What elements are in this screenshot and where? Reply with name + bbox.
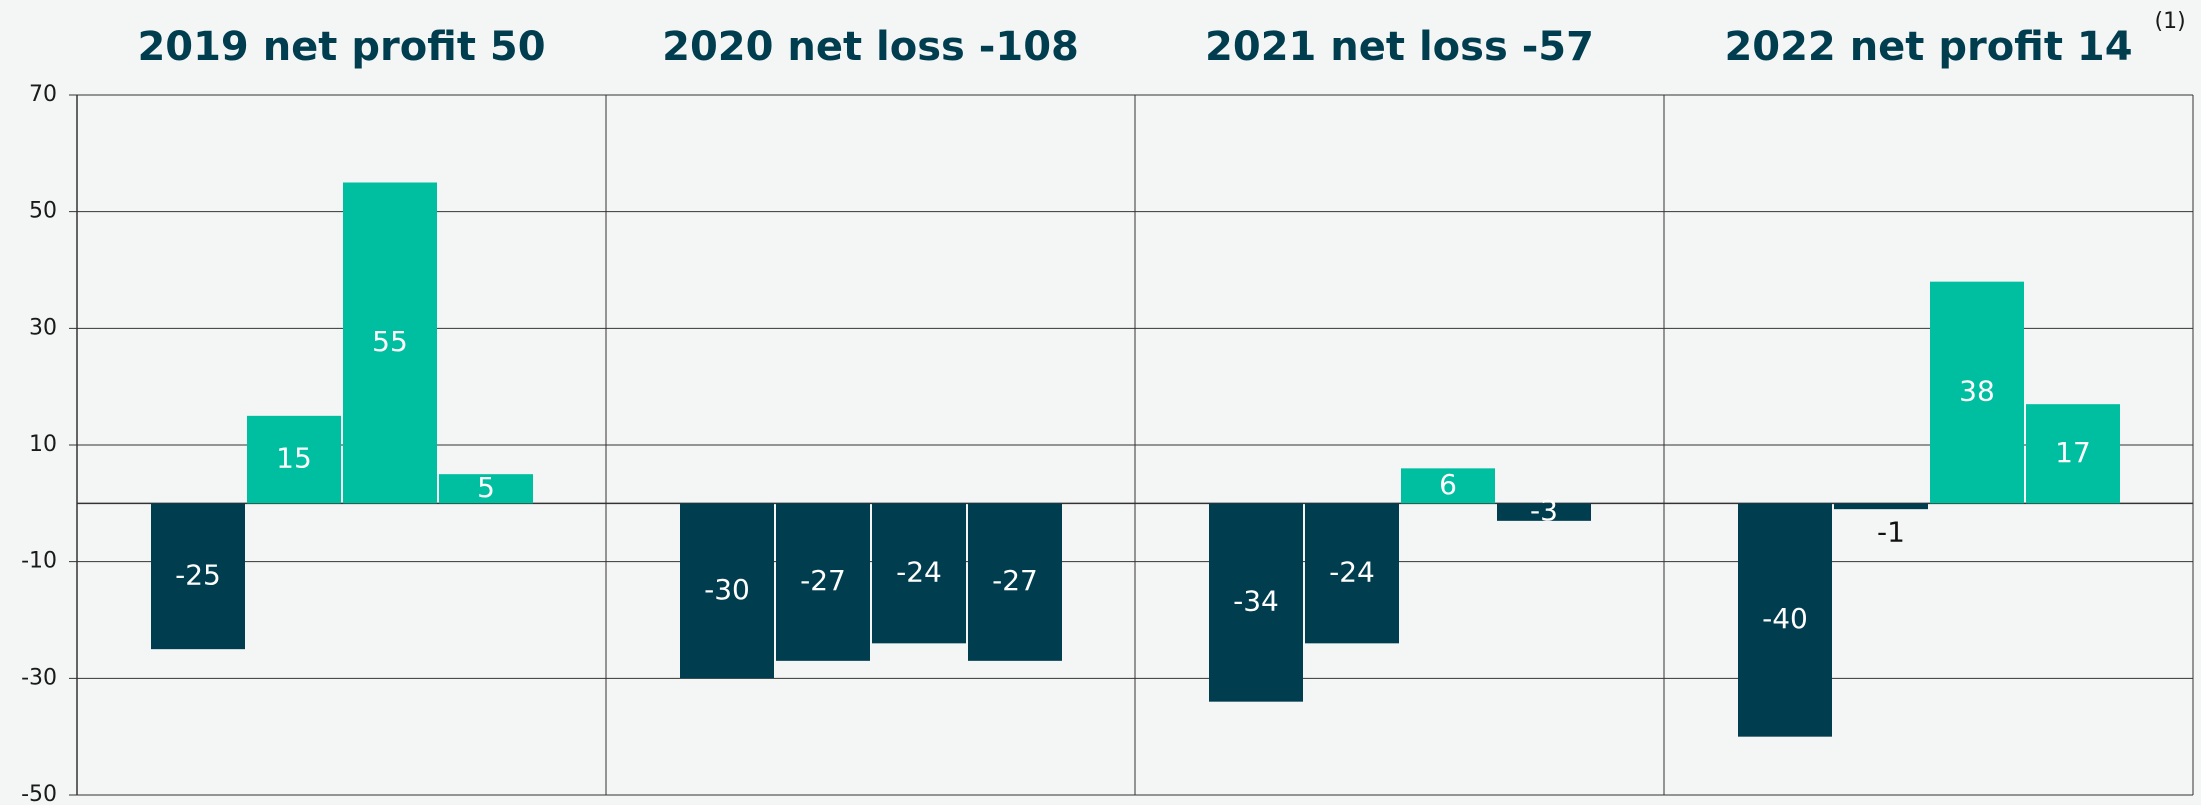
data-label: -3: [1530, 494, 1558, 527]
data-label: 15: [276, 442, 312, 475]
bar: [247, 415, 341, 504]
y-tick-label: 10: [29, 432, 57, 457]
bar: [151, 503, 245, 650]
bar: [343, 182, 437, 504]
bar: [1401, 468, 1495, 504]
data-label: -27: [992, 564, 1038, 597]
data-label: -25: [175, 558, 221, 591]
bar: [680, 503, 774, 679]
data-label: 6: [1439, 468, 1457, 501]
data-label: 55: [372, 325, 408, 358]
panel-title: 2020 net loss -108: [662, 24, 1079, 70]
data-label: 17: [2055, 436, 2091, 469]
bar: [1930, 281, 2024, 504]
y-tick-label: 70: [29, 82, 57, 107]
footnote-marker: (1): [2155, 9, 2186, 34]
bar: [439, 474, 533, 504]
bar: [776, 503, 870, 661]
data-label: -34: [1233, 585, 1279, 618]
bar: [1834, 503, 1928, 510]
panel-title: 2022 net profit 14: [1724, 24, 2132, 70]
bar: [1738, 503, 1832, 737]
y-tick-label: 30: [29, 315, 57, 340]
data-label: -40: [1762, 602, 1808, 635]
data-label: -27: [800, 564, 846, 597]
data-label: -30: [704, 573, 750, 606]
bar: [2026, 404, 2120, 504]
bar: [968, 503, 1062, 661]
bar: [1305, 503, 1399, 644]
bar: [872, 503, 966, 644]
bar: [1209, 503, 1303, 702]
data-label: -24: [1329, 555, 1375, 588]
data-label: -1: [1877, 515, 1905, 548]
data-label: 5: [477, 471, 495, 504]
panel-title: 2021 net loss -57: [1205, 24, 1594, 70]
data-label: -24: [896, 555, 942, 588]
y-tick-label: 50: [29, 199, 57, 224]
data-label: 38: [1959, 375, 1995, 408]
y-tick-label: -10: [21, 549, 57, 574]
y-tick-label: -30: [21, 665, 57, 690]
y-tick-label: -50: [21, 782, 57, 805]
bar: [1497, 503, 1591, 521]
panel-title: 2019 net profit 50: [137, 24, 545, 70]
